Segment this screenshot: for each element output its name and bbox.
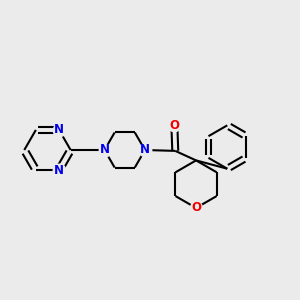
Text: N: N xyxy=(100,143,110,157)
Text: N: N xyxy=(54,123,64,136)
Text: O: O xyxy=(191,202,201,214)
Text: N: N xyxy=(140,143,150,157)
Text: N: N xyxy=(54,164,64,177)
Text: O: O xyxy=(169,119,179,132)
